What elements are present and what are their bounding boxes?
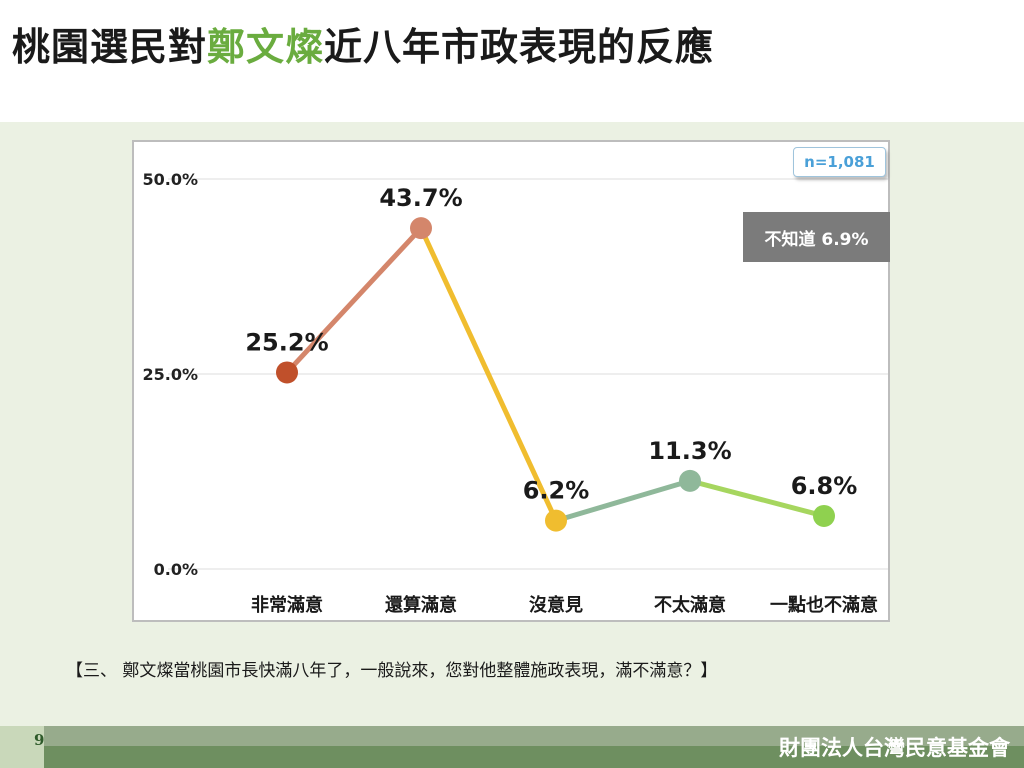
title-suffix: 近八年市政表現的反應 — [324, 25, 715, 69]
data-point — [679, 469, 701, 492]
sample-size-badge: n=1,081 — [793, 147, 886, 177]
y-tick-label: 50.0% — [142, 170, 198, 189]
line-segment — [418, 225, 559, 524]
data-point — [410, 217, 432, 240]
footer-bar-bottom — [0, 746, 1024, 768]
line-segment — [687, 478, 827, 519]
unknown-note-box: 不知道 6.9% — [743, 212, 890, 262]
data-label: 11.3% — [648, 437, 731, 465]
line-segment — [284, 225, 424, 375]
data-label: 6.2% — [523, 477, 590, 505]
data-point — [276, 361, 298, 384]
x-tick-label: 沒意見 — [529, 594, 583, 616]
x-tick-label: 一點也不滿意 — [770, 594, 878, 616]
organization-name: 財團法人台灣民意基金會 — [779, 736, 1010, 760]
data-label: 43.7% — [379, 184, 462, 212]
y-tick-label: 0.0% — [154, 560, 198, 579]
data-point — [545, 509, 567, 532]
y-tick-label: 25.0% — [142, 365, 198, 384]
line-segment — [553, 478, 693, 524]
page-title: 桃園選民對鄭文燦近八年市政表現的反應 — [12, 16, 714, 71]
data-label: 25.2% — [245, 328, 328, 356]
x-tick-label: 不太滿意 — [654, 594, 726, 616]
title-prefix: 桃園選民對 — [12, 25, 208, 69]
x-tick-label: 非常滿意 — [251, 594, 323, 616]
title-highlight: 鄭文燦 — [207, 25, 325, 69]
x-tick-label: 還算滿意 — [385, 594, 457, 616]
data-point — [813, 504, 835, 527]
page-number: 9 — [34, 731, 45, 749]
data-label: 6.8% — [791, 472, 858, 500]
survey-question: 【三、 鄭文燦當桃園市長快滿八年了，一般說來，您對他整體施政表現，滿不滿意？】 — [66, 661, 718, 681]
page-number-box — [0, 726, 44, 768]
footer-bar-top — [0, 726, 1024, 746]
